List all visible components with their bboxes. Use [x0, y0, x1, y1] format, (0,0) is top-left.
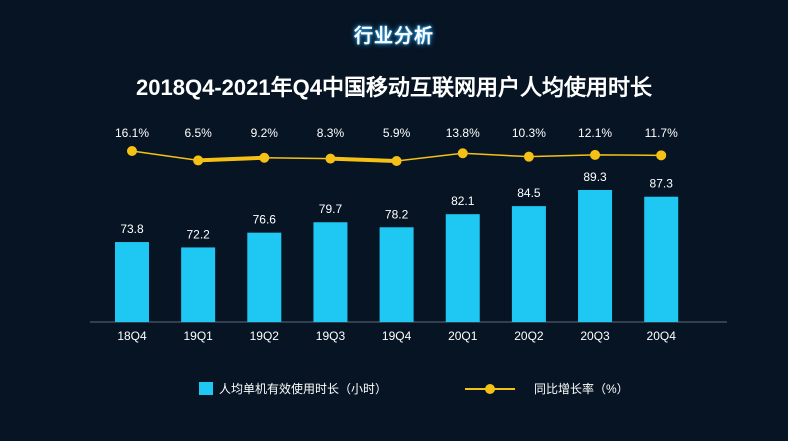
section-heading: 行业分析	[353, 26, 434, 47]
growth-line-series	[127, 146, 667, 166]
bar-label-20Q1: 82.1	[451, 194, 475, 208]
growth-label-19Q4: 5.9%	[383, 126, 411, 140]
growth-point-20Q3	[590, 149, 601, 160]
growth-label-19Q1: 6.5%	[184, 126, 212, 140]
growth-point-19Q3	[325, 153, 336, 164]
bar-19Q3	[313, 222, 348, 322]
bar-20Q2	[511, 206, 546, 322]
legend: 人均单机有效使用时长（小时） 同比增长率（%）	[199, 381, 629, 396]
bar-label-19Q3: 79.7	[319, 202, 343, 216]
bar-19Q2	[247, 232, 282, 322]
x-tick-labels: 18Q4 19Q1 19Q2 19Q3 19Q4 20Q1 20Q2 20Q3 20Q4	[117, 329, 676, 343]
growth-line-highlight	[198, 155, 265, 163]
growth-line-highlight	[330, 156, 397, 163]
growth-label-18Q4: 16.1%	[115, 126, 149, 140]
x-tick-19Q2: 19Q2	[250, 329, 280, 343]
bar-20Q3	[578, 190, 613, 322]
chart-title: 2018Q4-2021年Q4中国移动互联网用户人均使用时长	[136, 75, 652, 100]
bar-19Q4	[379, 227, 414, 322]
x-tick-19Q4: 19Q4	[382, 329, 412, 343]
x-tick-20Q3: 20Q3	[580, 329, 610, 343]
growth-value-labels: 16.1% 6.5% 9.2% 8.3% 5.9% 13.8% 10.3% 12.1% 11.7…	[115, 126, 678, 140]
bar-20Q1	[445, 214, 480, 322]
growth-point-20Q1	[457, 148, 468, 159]
bar-18Q4	[115, 242, 149, 322]
x-tick-20Q2: 20Q2	[514, 329, 544, 343]
legend-line-label: 同比增长率（%）	[534, 381, 629, 396]
bar-label-18Q4: 73.8	[120, 222, 144, 236]
x-tick-19Q1: 19Q1	[183, 329, 213, 343]
growth-point-19Q1	[193, 155, 204, 166]
x-tick-20Q1: 20Q1	[448, 329, 478, 343]
legend-bar-label: 人均单机有效使用时长（小时）	[219, 381, 387, 396]
x-tick-18Q4: 18Q4	[117, 329, 147, 343]
legend-line-marker	[485, 384, 495, 394]
bar-label-19Q2: 76.6	[253, 213, 277, 227]
growth-label-19Q2: 9.2%	[251, 126, 279, 140]
x-tick-20Q4: 20Q4	[647, 329, 677, 343]
bar-label-20Q3: 89.3	[583, 170, 607, 184]
bar-label-20Q4: 87.3	[650, 177, 674, 191]
growth-label-19Q3: 8.3%	[317, 126, 345, 140]
growth-point-18Q4	[127, 146, 137, 156]
bar-value-labels: 73.8 72.2 76.6 79.7 78.2 82.1 84.5 89.3 87.3	[120, 170, 673, 241]
growth-point-19Q4	[391, 156, 402, 166]
bar-series	[115, 190, 679, 322]
growth-label-20Q3: 12.1%	[578, 126, 612, 140]
growth-label-20Q1: 13.8%	[446, 126, 480, 140]
x-tick-19Q3: 19Q3	[316, 329, 346, 343]
bar-19Q1	[181, 247, 216, 322]
legend-bar-swatch	[199, 382, 213, 395]
growth-point-19Q2	[259, 152, 270, 163]
growth-label-20Q2: 10.3%	[512, 126, 546, 140]
bar-label-19Q4: 78.2	[385, 207, 409, 221]
growth-label-20Q4: 11.7%	[645, 126, 678, 140]
growth-point-20Q2	[523, 151, 534, 162]
growth-point-20Q4	[656, 150, 667, 161]
bar-20Q4	[644, 196, 679, 322]
bar-label-20Q2: 84.5	[517, 186, 541, 200]
bar-label-19Q1: 72.2	[186, 227, 210, 241]
